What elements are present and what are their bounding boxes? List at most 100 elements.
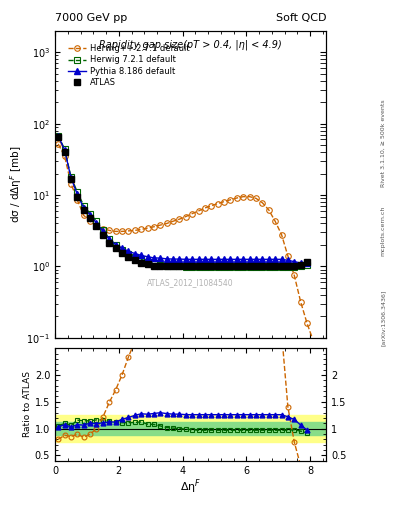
Pythia 8.186 default (222, 256, 226, 262)
Herwig 7.2.1 default (222, 264, 226, 270)
Line: ATLAS: ATLAS (55, 134, 310, 270)
Herwig 7.2.1 default (94, 218, 99, 224)
Pythia 8.186 default (305, 260, 309, 266)
ATLAS (298, 262, 303, 268)
Pythia 8.186 default (235, 256, 239, 262)
Pythia 8.186 default (81, 205, 86, 211)
ATLAS (62, 149, 67, 155)
Herwig 7.2.1 default (113, 242, 118, 248)
Pythia 8.186 default (177, 256, 182, 262)
Line: Herwig 7.2.1 default: Herwig 7.2.1 default (55, 133, 310, 270)
Pythia 8.186 default (247, 256, 252, 262)
Text: [arXiv:1306.3436]: [arXiv:1306.3436] (381, 289, 386, 346)
Herwig 7.2.1 default (139, 256, 143, 262)
Herwig++ 2.7.1 default (190, 210, 195, 217)
Herwig++ 2.7.1 default (139, 226, 143, 232)
Herwig 7.2.1 default (145, 259, 150, 265)
Text: ATLAS_2012_I1084540: ATLAS_2012_I1084540 (147, 278, 234, 287)
Herwig 7.2.1 default (171, 263, 175, 269)
Bar (55, 415, 326, 442)
Herwig++ 2.7.1 default (241, 194, 246, 200)
Herwig++ 2.7.1 default (88, 218, 92, 224)
Herwig++ 2.7.1 default (56, 141, 61, 147)
ATLAS (286, 263, 290, 269)
Herwig 7.2.1 default (253, 264, 258, 270)
Herwig++ 2.7.1 default (177, 216, 182, 222)
Pythia 8.186 default (184, 256, 188, 262)
Pythia 8.186 default (101, 228, 105, 234)
Herwig++ 2.7.1 default (126, 228, 131, 234)
Pythia 8.186 default (253, 256, 258, 262)
X-axis label: Δη$^F$: Δη$^F$ (180, 477, 201, 496)
Herwig 7.2.1 default (107, 236, 112, 242)
Pythia 8.186 default (119, 245, 124, 251)
Herwig 7.2.1 default (279, 264, 284, 270)
Herwig++ 2.7.1 default (311, 338, 316, 344)
ATLAS (222, 263, 226, 269)
Pythia 8.186 default (132, 250, 137, 257)
Herwig 7.2.1 default (286, 264, 290, 270)
ATLAS (164, 263, 169, 269)
ATLAS (184, 263, 188, 269)
Text: mcplots.cern.ch: mcplots.cern.ch (381, 205, 386, 255)
Text: Rapidity gap size(pT > 0.4, |η| < 4.9): Rapidity gap size(pT > 0.4, |η| < 4.9) (99, 40, 282, 51)
Pythia 8.186 default (56, 133, 61, 139)
ATLAS (209, 263, 214, 269)
Herwig 7.2.1 default (228, 264, 233, 270)
Herwig 7.2.1 default (305, 262, 309, 268)
Herwig++ 2.7.1 default (107, 227, 112, 233)
ATLAS (101, 231, 105, 238)
ATLAS (107, 240, 112, 246)
ATLAS (56, 134, 61, 140)
Line: Herwig++ 2.7.1 default: Herwig++ 2.7.1 default (55, 141, 316, 344)
Text: Rivet 3.1.10, ≥ 500k events: Rivet 3.1.10, ≥ 500k events (381, 99, 386, 187)
Herwig 7.2.1 default (158, 262, 163, 268)
ATLAS (190, 263, 195, 269)
Herwig++ 2.7.1 default (81, 212, 86, 219)
Pythia 8.186 default (94, 220, 99, 226)
ATLAS (266, 263, 271, 269)
ATLAS (139, 260, 143, 266)
Pythia 8.186 default (209, 256, 214, 262)
Herwig++ 2.7.1 default (279, 231, 284, 238)
ATLAS (75, 194, 80, 200)
Pythia 8.186 default (215, 256, 220, 262)
Herwig++ 2.7.1 default (184, 214, 188, 220)
Herwig++ 2.7.1 default (152, 224, 156, 230)
Herwig 7.2.1 default (119, 247, 124, 253)
Herwig 7.2.1 default (69, 174, 73, 180)
Line: Pythia 8.186 default: Pythia 8.186 default (55, 133, 310, 266)
Pythia 8.186 default (139, 252, 143, 259)
ATLAS (260, 263, 265, 269)
Herwig 7.2.1 default (260, 264, 265, 270)
Herwig++ 2.7.1 default (286, 253, 290, 259)
Herwig++ 2.7.1 default (209, 203, 214, 209)
Herwig++ 2.7.1 default (266, 207, 271, 213)
Pythia 8.186 default (241, 256, 246, 262)
Herwig++ 2.7.1 default (215, 201, 220, 207)
Herwig++ 2.7.1 default (203, 205, 208, 211)
Herwig++ 2.7.1 default (119, 228, 124, 234)
Herwig 7.2.1 default (209, 264, 214, 270)
Herwig++ 2.7.1 default (292, 272, 297, 279)
Herwig++ 2.7.1 default (260, 200, 265, 206)
Pythia 8.186 default (298, 260, 303, 266)
Herwig++ 2.7.1 default (235, 195, 239, 201)
Pythia 8.186 default (292, 259, 297, 265)
ATLAS (81, 207, 86, 213)
ATLAS (69, 176, 73, 182)
Legend: Herwig++ 2.7.1 default, Herwig 7.2.1 default, Pythia 8.186 default, ATLAS: Herwig++ 2.7.1 default, Herwig 7.2.1 def… (64, 41, 193, 90)
Herwig 7.2.1 default (266, 264, 271, 270)
Herwig 7.2.1 default (190, 264, 195, 270)
Text: Soft QCD: Soft QCD (276, 13, 326, 23)
ATLAS (279, 263, 284, 269)
ATLAS (203, 263, 208, 269)
Herwig++ 2.7.1 default (94, 223, 99, 229)
Pythia 8.186 default (196, 256, 201, 262)
Herwig++ 2.7.1 default (62, 153, 67, 159)
Pythia 8.186 default (266, 256, 271, 262)
Herwig 7.2.1 default (247, 264, 252, 270)
Bar (55, 422, 326, 435)
Pythia 8.186 default (273, 256, 277, 262)
Herwig++ 2.7.1 default (222, 199, 226, 205)
